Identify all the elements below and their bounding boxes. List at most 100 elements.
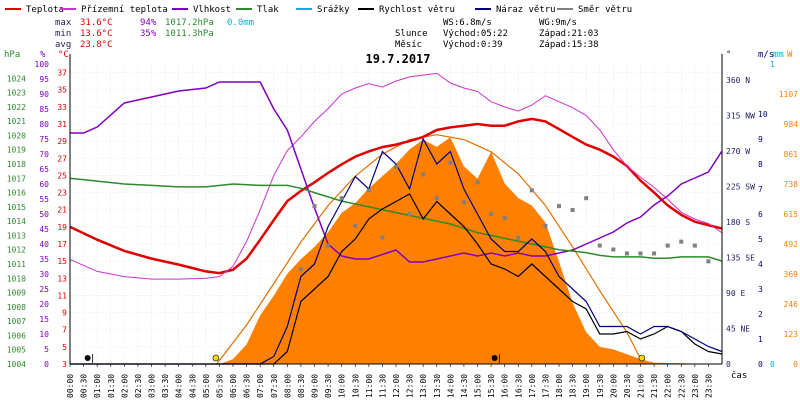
x-tick-label: 14:00 [446,374,455,398]
x-tick-label: 13:00 [419,374,428,398]
pressure_hPa-tick-label: 1005 [7,346,26,355]
max-rain: 0.0mm [227,18,254,28]
x-tick-label: 05:30 [215,374,224,398]
wind-direction-point [489,212,494,216]
pressure_hPa-tick-label: 1023 [7,89,26,98]
solar_Wm2-tick-label: 1107 [779,90,798,99]
wind-direction-points [298,160,711,272]
x-tick-label: 05:00 [202,374,211,398]
avg-temp: 23.8°C [80,40,113,50]
legend-label: Rychlost větru [379,5,455,15]
series-line-Rychlost větru [70,193,723,365]
wind-direction-point [448,160,453,165]
temperature_C-tick-label: 35 [57,86,67,95]
x-tick-label: 11:00 [365,374,374,398]
max-label: max [55,18,72,28]
wind_direction_deg-tick-label: 90 E [726,289,745,298]
x-tick-label: 04:30 [188,374,197,398]
wind-gust-info: WG:9m/s [539,18,577,28]
series-line-Vlhkost [70,81,723,263]
humidity_pct-tick-label: 50 [39,210,49,219]
x-tick-label: 11:30 [378,374,387,398]
x-tick-label: 21:00 [637,374,646,398]
wind-direction-point [652,251,657,256]
x-tick-label: 15:30 [487,374,496,398]
x-tick-label: 10:30 [351,374,360,398]
humidity_pct-tick-label: 60 [39,180,49,189]
sun-set: Západ:21:03 [539,29,599,39]
x-tick-label: 07:30 [270,374,279,398]
wind_speed_ms-tick-label: 4 [758,260,763,269]
solar_Wm2-tick-label: 369 [784,270,799,279]
wind-direction-point [502,215,507,220]
min-label: min [55,29,71,39]
humidity_pct-tick-label: 35 [39,255,49,264]
wind-direction-point [380,235,385,240]
wind_direction_deg-tick-label: 135 SE [726,253,755,262]
pressure_hPa-tick-label: 1010 [7,274,26,283]
moon-set: Západ:15:38 [539,40,599,50]
x-tick-label: 19:00 [582,374,591,398]
chart-title: 19.7.2017 [365,52,430,66]
max-hum: 94% [140,18,157,28]
x-tick-label: 01:30 [107,374,116,398]
x-tick-label: 17:30 [541,374,550,398]
humidity_pct-tick-label: 75 [39,135,49,144]
legend-label: Vlhkost [193,5,231,15]
pressure_hPa-tick-label: 1013 [7,231,26,240]
pressure_hPa-tick-label: 1015 [7,203,26,212]
series-line-Náraz větru [70,137,723,365]
x-tick-label: 10:00 [338,374,347,398]
max-press: 1017.2hPa [165,18,214,28]
humidity_pct-tick-label: 40 [39,240,49,249]
wind-direction-point [434,196,439,201]
humidity_pct-tick-label: 90 [39,90,49,99]
humidity_pct-tick-label: 55 [39,195,49,204]
wind-direction-point [407,212,412,216]
wind-direction-point [584,196,589,201]
wind_speed_ms-tick-label: 2 [758,310,763,319]
wind_speed_ms-tick-label: 6 [758,210,763,219]
x-tick-label: 16:30 [514,374,523,398]
wind-direction-point [326,243,331,248]
pressure_hPa-tick-label: 1019 [7,146,26,155]
temperature_C-tick-label: 3 [62,360,67,369]
humidity_pct-tick-label: 85 [39,105,49,114]
solar_Wm2-tick-label: 492 [784,240,799,249]
x-tick-label: 17:00 [528,374,537,398]
x-tick-label: 04:00 [175,374,184,398]
theoretical-line [216,134,644,365]
temperature_C-tick-label: 37 [57,69,67,78]
x-tick-label: 18:30 [569,374,578,398]
x-tick-label: 20:30 [623,374,632,398]
wind-direction-point [665,243,670,248]
axes: 1004100510061007100810091010101110121013… [7,54,798,398]
solar_Wm2-tick-label: 0 [793,360,798,369]
x-tick-label: 02:30 [134,374,143,398]
x-tick-label: 09:30 [324,374,333,398]
pressure_hPa-tick-label: 1012 [7,246,26,255]
wind_speed_ms-tick-label: 0 [758,360,763,369]
solar_Wm2-tick-label: 861 [784,150,799,159]
temperature_C-tick-label: 21 [57,206,67,215]
rain_mm-tick-label: 0 [770,360,775,369]
x-tick-label: 18:00 [555,374,564,398]
wind-direction-point [570,208,575,213]
wind-direction-point [557,204,561,209]
stats-block: max 31.6°C 94% 1017.2hPa 0.0mm min 13.6°… [55,18,599,50]
wind-direction-point [529,188,534,193]
wind-direction-point [706,259,711,264]
humidity_pct-tick-label: 95 [39,75,49,84]
sunrise-marker [212,354,220,362]
wind-direction-point [692,243,697,248]
x-tick-label: 12:30 [406,374,415,398]
wind-direction-point [339,196,344,201]
temperature_C-tick-label: 13 [57,274,67,283]
wind-direction-point [475,180,480,185]
unit-time: čas [731,370,747,381]
moonrise-marker [84,355,91,361]
wind-direction-point [611,247,616,252]
humidity_pct-tick-label: 70 [39,150,49,159]
temperature_C-tick-label: 33 [57,103,67,112]
